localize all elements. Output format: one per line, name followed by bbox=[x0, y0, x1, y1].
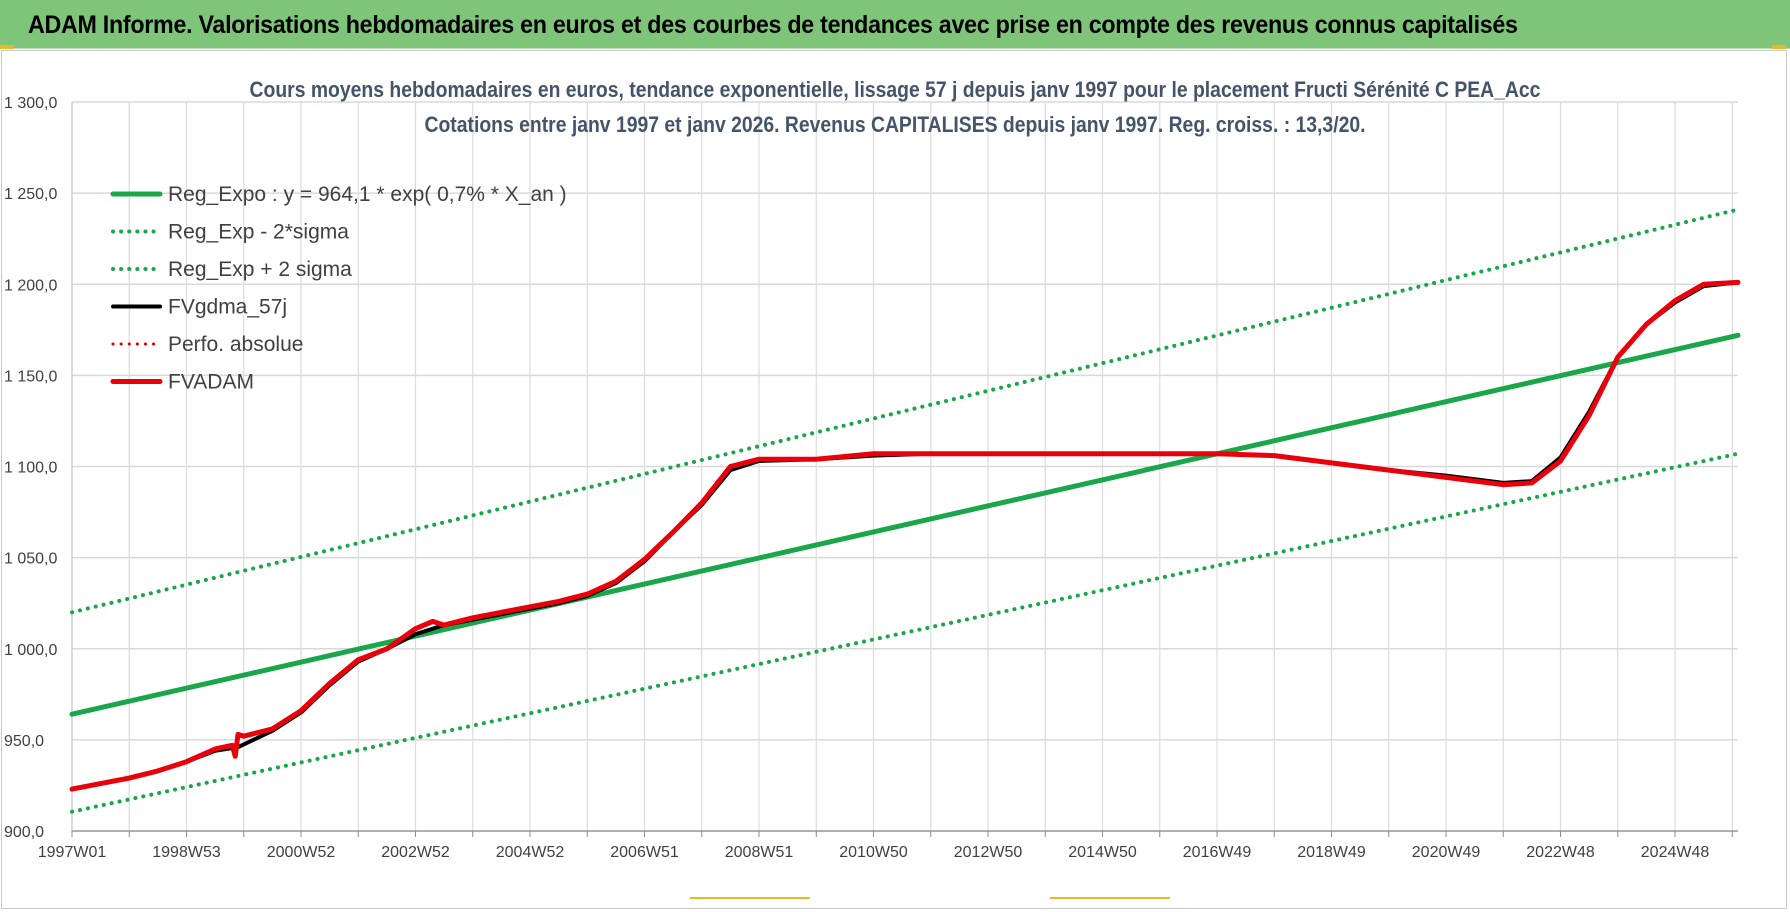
x-tick-label: 2008W51 bbox=[725, 844, 794, 861]
grid bbox=[71, 101, 1738, 832]
chart-frame bbox=[1, 50, 1787, 909]
header-bar: ADAM Informe. Valorisations hebdomadaire… bbox=[0, 0, 1790, 49]
corner-mark-tr bbox=[1772, 45, 1786, 49]
series-line bbox=[70, 451, 1740, 814]
x-tick-label: 1997W01 bbox=[38, 844, 107, 861]
x-tick-label: 2014W50 bbox=[1068, 844, 1137, 861]
y-tick-label: 1 100,0 bbox=[4, 460, 57, 477]
legend-label: Reg_Expo : y = 964,1 * exp( 0,7% * X_an … bbox=[168, 183, 567, 206]
x-tick-label: 2002W52 bbox=[381, 844, 450, 861]
x-tick-label: 2016W49 bbox=[1183, 844, 1252, 861]
y-tick-label: 1 300,0 bbox=[4, 95, 57, 112]
bottom-mark-left bbox=[690, 897, 810, 899]
y-tick-label: 1 200,0 bbox=[4, 277, 57, 294]
y-tick-label: 950,0 bbox=[4, 733, 44, 750]
legend-label: Reg_Exp + 2 sigma bbox=[168, 258, 352, 281]
series-layer bbox=[69, 207, 1741, 814]
legend: Reg_Expo : y = 964,1 * exp( 0,7% * X_an … bbox=[110, 183, 567, 394]
y-tick-label: 1 050,0 bbox=[4, 551, 57, 568]
x-tick-label: 2004W52 bbox=[496, 844, 565, 861]
y-axis: 900,0 950,0 1 000,0 1 050,0 1 100,0 1 150,0 1 … bbox=[4, 95, 73, 841]
series-line bbox=[70, 207, 1740, 615]
series-line bbox=[69, 332, 1741, 717]
y-tick-label: 1 150,0 bbox=[4, 368, 57, 385]
legend-label: FVADAM bbox=[168, 371, 254, 394]
legend-label: Reg_Exp - 2*sigma bbox=[168, 221, 349, 244]
legend-label: Perfo. absolue bbox=[168, 333, 303, 356]
x-tick-label: 1998W53 bbox=[152, 844, 221, 861]
chart-title: Cours moyens hebdomadaires en euros, ten… bbox=[250, 78, 1541, 102]
x-tick-label: 2000W52 bbox=[267, 844, 336, 861]
x-tick-label: 2010W50 bbox=[839, 844, 908, 861]
bottom-mark-right bbox=[1050, 897, 1170, 899]
x-tick-label: 2012W50 bbox=[954, 844, 1023, 861]
y-tick-label: 1 000,0 bbox=[4, 642, 57, 659]
header-title: ADAM Informe. Valorisations hebdomadaire… bbox=[28, 11, 1518, 39]
chart-subtitle: Cotations entre janv 1997 et janv 2026. … bbox=[425, 113, 1366, 137]
y-tick-label: 900,0 bbox=[4, 824, 44, 841]
x-tick-label: 2018W49 bbox=[1297, 844, 1366, 861]
series-line bbox=[70, 280, 1740, 792]
x-tick-label: 2020W49 bbox=[1412, 844, 1481, 861]
y-tick-label: 1 250,0 bbox=[4, 186, 57, 203]
series-line bbox=[69, 279, 1741, 792]
x-axis: 1997W01 1998W53 2000W52 2002W52 2004W52 2006W… bbox=[38, 830, 1738, 861]
legend-label: FVgdma_57j bbox=[168, 296, 287, 319]
x-tick-label: 2006W51 bbox=[610, 844, 679, 861]
x-tick-label: 2022W48 bbox=[1526, 844, 1595, 861]
corner-mark-tl bbox=[0, 45, 14, 49]
x-tick-label: 2024W48 bbox=[1641, 844, 1710, 861]
